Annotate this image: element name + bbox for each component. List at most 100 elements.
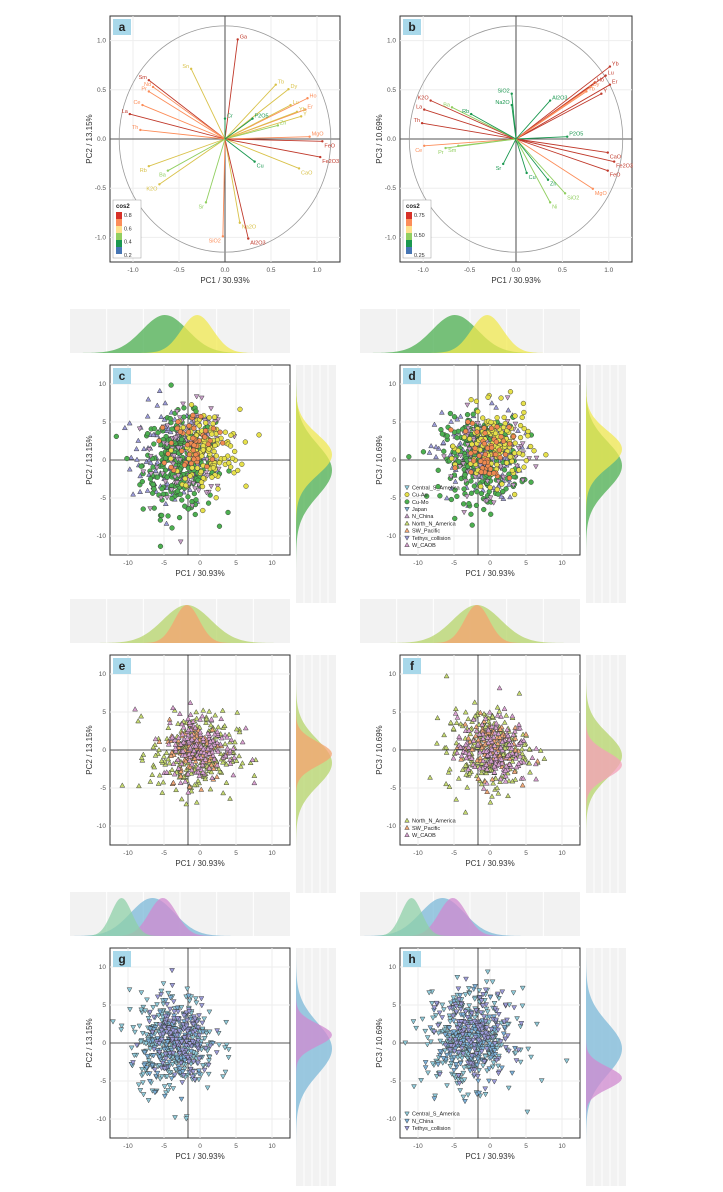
- arrow-head: [287, 88, 290, 91]
- loading-arrow: [224, 124, 279, 140]
- vector-label: K2O: [146, 186, 158, 192]
- loading-arrow: [515, 100, 551, 140]
- data-point: [151, 441, 157, 447]
- data-point: [510, 483, 517, 489]
- data-point: [185, 429, 192, 435]
- arrow-head: [147, 78, 151, 82]
- y-tick-label: -5: [390, 785, 396, 792]
- legend-label: SW_Pacific: [412, 529, 440, 535]
- data-point: [507, 494, 513, 500]
- vector-label: P2O5: [569, 132, 583, 138]
- data-point: [481, 506, 487, 513]
- loading-arrow: [224, 84, 277, 140]
- data-point: [461, 510, 467, 516]
- arrow-head: [189, 67, 193, 71]
- data-point: [177, 415, 183, 421]
- data-point: [497, 464, 504, 470]
- panel-tag: [403, 19, 421, 35]
- data-point: [217, 429, 223, 435]
- data-point: [191, 490, 197, 497]
- data-point: [229, 455, 236, 461]
- data-point: [222, 429, 229, 435]
- data-point: [155, 429, 161, 436]
- arrow-head: [548, 201, 552, 204]
- loading-arrow: [224, 136, 310, 140]
- data-point: [533, 455, 540, 461]
- loading-arrow: [515, 138, 594, 190]
- vector-label: Lu: [608, 71, 614, 77]
- panel-letter: b: [408, 20, 415, 34]
- data-point: [468, 478, 474, 484]
- panel-e: -10 -5 0 5 10 10 5 0 -5 -10 PC1 / 30.93% PC2 / 13.1…: [85, 654, 291, 868]
- top-density-c: [70, 309, 290, 353]
- y-tick-label: -10: [97, 1116, 107, 1123]
- density-curve-top: [70, 315, 290, 353]
- data-point: [134, 456, 140, 462]
- data-point: [466, 501, 472, 507]
- data-point: [196, 423, 202, 429]
- loading-arrow: [515, 138, 551, 203]
- arrow-head: [589, 85, 592, 89]
- data-point: [165, 513, 171, 519]
- data-point: [204, 473, 211, 479]
- data-point: [507, 389, 514, 395]
- vector-label: CaO: [610, 155, 622, 161]
- data-point: [211, 448, 217, 455]
- data-point: [533, 464, 539, 470]
- panel-h: -10 -5 0 5 10 10 5 0 -5 -10 PC1 / 30.93% PC3 / 10.6…: [375, 947, 581, 1161]
- data-point: [470, 437, 477, 444]
- data-point: [190, 481, 197, 487]
- x-tick-label: 0: [198, 560, 202, 567]
- data-point: [473, 398, 480, 404]
- data-point: [168, 447, 174, 454]
- loading-arrow: [224, 138, 300, 169]
- panel-g: -10 -5 0 5 10 10 5 0 -5 -10 PC1 / 30.93% PC2 / 13.1…: [85, 947, 291, 1161]
- data-point: [478, 458, 484, 464]
- data-point: [169, 766, 175, 772]
- arrow-head: [158, 183, 161, 186]
- y-tick-label: 0.0: [387, 136, 396, 143]
- data-point: [150, 481, 156, 488]
- colorbar-swatch: [116, 240, 122, 247]
- data-point: [174, 409, 180, 415]
- legend-marker: [404, 535, 410, 541]
- y-axis-label: PC3 / 10.69%: [375, 725, 384, 774]
- arrow-head: [450, 106, 454, 109]
- y-tick-label: 5: [102, 709, 106, 716]
- colorbar-swatch: [116, 219, 122, 226]
- data-point: [188, 460, 194, 467]
- y-axis-label: PC2 / 13.15%: [85, 435, 94, 484]
- top-density-f: [360, 599, 580, 643]
- arrow-head: [253, 160, 256, 163]
- data-point: [216, 523, 223, 529]
- x-tick-label: 0: [488, 850, 492, 857]
- data-point: [528, 443, 534, 450]
- data-point: [478, 483, 484, 490]
- data-point: [190, 447, 196, 453]
- legend-label: N_China: [412, 1119, 434, 1125]
- legend-label: W_CAOB: [412, 833, 436, 839]
- arrow-head: [423, 144, 426, 147]
- arrow-head: [295, 110, 299, 114]
- data-point: [190, 412, 196, 418]
- data-point: [500, 488, 506, 495]
- data-point: [163, 455, 169, 461]
- loading-arrow: [515, 136, 568, 140]
- panel-letter: a: [119, 20, 126, 34]
- panel-letter: g: [118, 952, 125, 966]
- data-point: [155, 750, 161, 757]
- vector-label: Er: [307, 105, 313, 111]
- vector-label: Ho: [310, 93, 317, 99]
- loading-arrow: [515, 138, 608, 172]
- loading-arrow: [224, 111, 298, 140]
- data-point: [151, 486, 157, 492]
- data-point: [506, 481, 512, 487]
- data-point: [172, 474, 178, 480]
- loading-arrow: [515, 66, 611, 140]
- loading-arrow: [424, 138, 517, 147]
- y-tick-label: 0: [102, 457, 106, 464]
- vector-label: Nd: [144, 82, 151, 88]
- y-tick-label: -5: [100, 1078, 106, 1085]
- arrow-head: [247, 237, 250, 240]
- data-point: [448, 418, 454, 424]
